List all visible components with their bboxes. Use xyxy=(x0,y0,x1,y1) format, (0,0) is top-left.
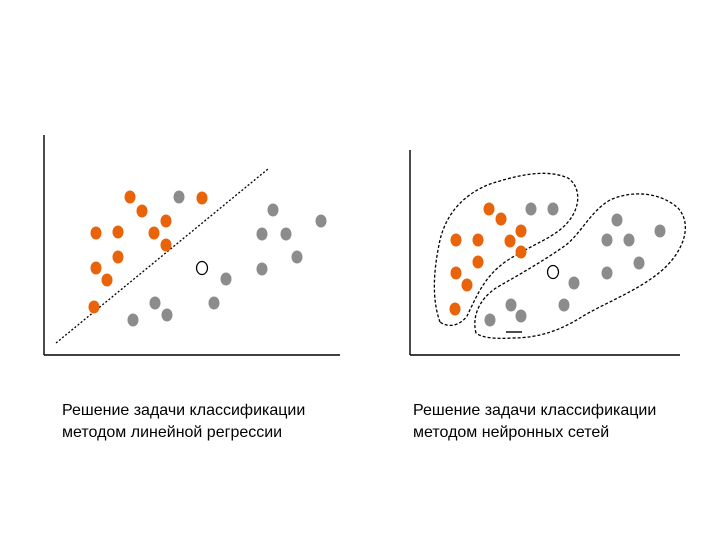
neural-region-b-boundary xyxy=(474,193,686,339)
linear-class-a-point-9 xyxy=(90,261,102,275)
linear-panel xyxy=(43,135,340,356)
neural-class-b-point-18 xyxy=(633,256,645,270)
neural-caption-line-2: методом нейронных сетей xyxy=(413,424,610,441)
linear-class-a-point-8 xyxy=(112,250,124,264)
linear-class-b-point-22 xyxy=(149,296,161,310)
neural-class-a-point-11 xyxy=(449,302,461,316)
linear-class-b-point-18 xyxy=(291,250,303,264)
linear-class-a-point-1 xyxy=(124,190,136,204)
neural-class-b-point-14 xyxy=(611,213,623,227)
neural-panel xyxy=(409,150,686,356)
neural-class-b-point-19 xyxy=(601,266,613,280)
linear-class-b-point-13 xyxy=(173,190,185,204)
linear-class-a-point-11 xyxy=(88,300,100,314)
linear-class-b-point-17 xyxy=(280,227,292,241)
neural-class-b-point-24 xyxy=(484,313,496,327)
linear-caption-line-2: методом линейной регрессии xyxy=(62,424,283,441)
neural-class-b-point-23 xyxy=(515,309,527,323)
linear-decision-line xyxy=(55,168,269,344)
linear-class-b-point-24 xyxy=(127,313,139,327)
linear-class-a-point-2 xyxy=(136,204,148,218)
neural-class-b-point-15 xyxy=(654,224,666,238)
neural-class-a-point-10 xyxy=(461,278,473,292)
neural-points xyxy=(449,202,666,327)
linear-caption: Решение задачи классификации методом лин… xyxy=(62,400,305,444)
linear-class-b-point-14 xyxy=(267,203,279,217)
linear-class-a-point-10 xyxy=(101,273,113,287)
neural-class-a-point-2 xyxy=(495,212,507,226)
linear-class-a-point-7 xyxy=(160,238,172,252)
linear-class-b-point-20 xyxy=(220,272,232,286)
neural-class-a-point-5 xyxy=(472,233,484,247)
linear-class-a-point-12 xyxy=(196,191,208,205)
neural-class-a-point-6 xyxy=(504,234,516,248)
neural-class-b-point-13 xyxy=(547,202,559,216)
linear-class-b-point-19 xyxy=(256,262,268,276)
neural-class-a-point-9 xyxy=(450,266,462,280)
linear-class-b-point-23 xyxy=(161,308,173,322)
linear-unknown-point-25 xyxy=(195,260,209,276)
linear-points xyxy=(88,190,327,327)
neural-class-a-point-4 xyxy=(450,233,462,247)
neural-class-b-point-17 xyxy=(623,233,635,247)
linear-class-a-point-5 xyxy=(112,225,124,239)
neural-unknown-point-25 xyxy=(546,264,560,280)
linear-class-a-point-4 xyxy=(90,226,102,240)
neural-class-a-point-1 xyxy=(483,202,495,216)
neural-class-a-point-7 xyxy=(515,245,527,259)
linear-class-b-point-15 xyxy=(315,214,327,228)
neural-class-b-point-21 xyxy=(558,298,570,312)
neural-class-b-point-20 xyxy=(568,276,580,290)
linear-class-b-point-21 xyxy=(208,296,220,310)
linear-class-a-point-3 xyxy=(160,214,172,228)
neural-caption: Решение задачи классификации методом ней… xyxy=(413,400,656,444)
neural-class-b-point-16 xyxy=(601,233,613,247)
linear-class-b-point-16 xyxy=(256,227,268,241)
neural-class-a-point-8 xyxy=(472,255,484,269)
linear-class-a-point-6 xyxy=(148,226,160,240)
neural-class-a-point-3 xyxy=(515,224,527,238)
neural-class-b-point-12 xyxy=(525,202,537,216)
neural-class-b-point-22 xyxy=(505,298,517,312)
neural-caption-line-1: Решение задачи классификации xyxy=(413,402,657,419)
linear-caption-line-1: Решение задачи классификации xyxy=(62,402,306,419)
